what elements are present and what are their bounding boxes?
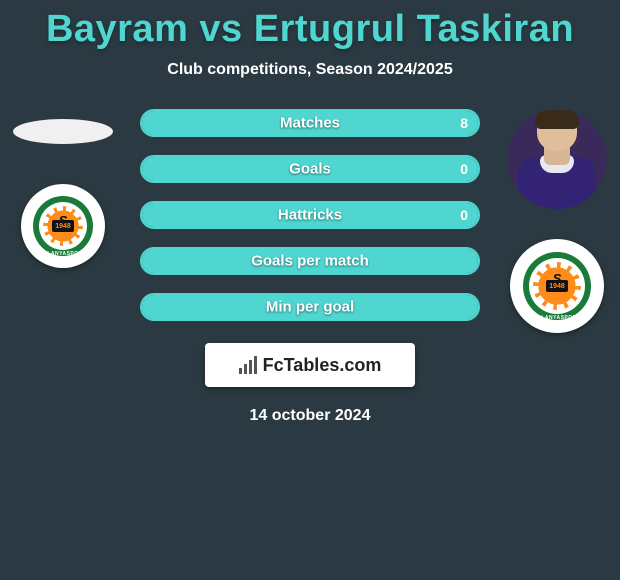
stat-row: Goals 0 — [140, 155, 480, 183]
stat-row: Min per goal — [140, 293, 480, 321]
left-club-badge: S 1948 ALANYASPOR — [21, 184, 105, 268]
comparison-layout: S 1948 ALANYASPOR S 1948 ALANYASPOR — [0, 109, 620, 425]
stat-label: Goals — [289, 161, 331, 178]
stats-bars: Matches 8 Goals 0 Hattricks 0 Goals per match M… — [140, 109, 480, 321]
stat-label: Matches — [280, 115, 340, 132]
stat-label: Hattricks — [278, 207, 342, 224]
crest-year: 1948 — [52, 220, 74, 232]
stat-value-right: 8 — [460, 115, 468, 131]
stat-fill-left — [142, 157, 310, 181]
stat-row: Matches 8 — [140, 109, 480, 137]
right-club-badge: S 1948 ALANYASPOR — [510, 239, 604, 333]
stat-value-right: 0 — [460, 161, 468, 177]
crest-icon: S 1948 ALANYASPOR — [33, 196, 93, 256]
right-player-column: S 1948 ALANYASPOR — [502, 109, 612, 333]
footer-date: 14 october 2024 — [0, 407, 620, 425]
brand-text: FcTables.com — [263, 355, 382, 376]
page-title: Bayram vs Ertugrul Taskiran — [0, 0, 620, 51]
stat-row: Hattricks 0 — [140, 201, 480, 229]
page-subtitle: Club competitions, Season 2024/2025 — [0, 61, 620, 79]
stat-label: Min per goal — [266, 299, 354, 316]
stat-row: Goals per match — [140, 247, 480, 275]
left-player-avatar — [13, 119, 113, 144]
stat-fill-right — [310, 157, 478, 181]
crest-ring-text: ALANYASPOR — [43, 251, 83, 257]
left-player-column: S 1948 ALANYASPOR — [8, 109, 118, 268]
crest-ring-text: ALANYASPOR — [537, 315, 577, 321]
crest-icon: S 1948 ALANYASPOR — [523, 252, 591, 320]
stat-value-right: 0 — [460, 207, 468, 223]
stat-label: Goals per match — [251, 253, 369, 270]
chart-icon — [239, 356, 257, 374]
crest-year: 1948 — [546, 280, 568, 292]
brand-box: FcTables.com — [205, 343, 415, 387]
right-player-avatar — [507, 109, 607, 209]
